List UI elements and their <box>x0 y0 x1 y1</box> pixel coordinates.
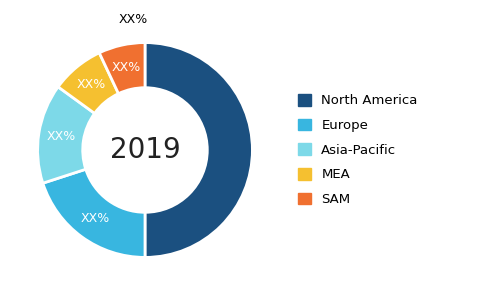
Text: XX%: XX% <box>119 13 148 26</box>
Wedge shape <box>58 53 118 113</box>
Text: XX%: XX% <box>46 130 76 143</box>
Text: XX%: XX% <box>112 61 141 74</box>
Text: XX%: XX% <box>76 78 106 91</box>
Wedge shape <box>43 169 145 257</box>
Wedge shape <box>145 43 252 257</box>
Text: 2019: 2019 <box>110 136 180 164</box>
Text: XX%: XX% <box>80 212 110 225</box>
Legend: North America, Europe, Asia-Pacific, MEA, SAM: North America, Europe, Asia-Pacific, MEA… <box>298 94 418 206</box>
Wedge shape <box>100 43 145 94</box>
Wedge shape <box>38 87 94 183</box>
